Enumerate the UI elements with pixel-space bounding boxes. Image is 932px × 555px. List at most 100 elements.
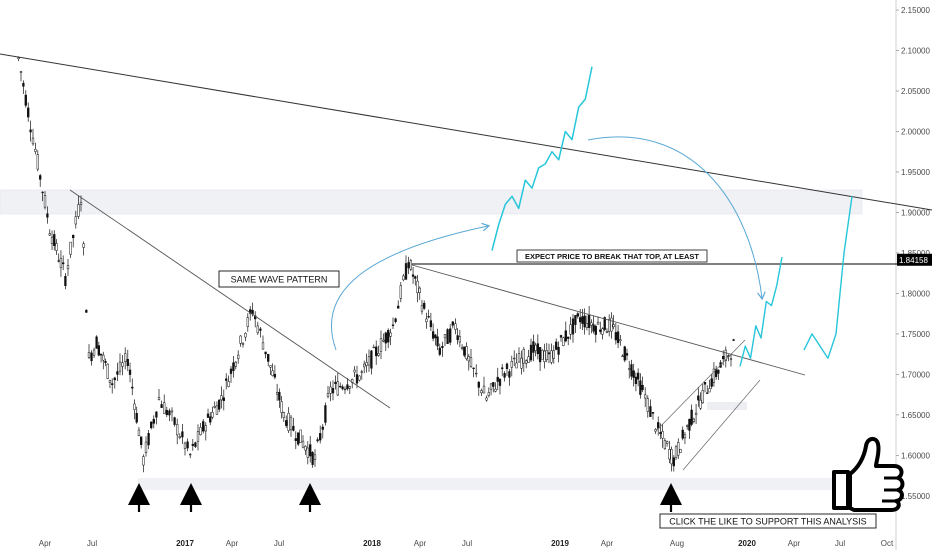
candle-body bbox=[66, 265, 70, 270]
candle-body bbox=[616, 331, 620, 343]
candle-body bbox=[324, 405, 327, 423]
candle-body bbox=[663, 440, 667, 450]
candle-body bbox=[599, 329, 602, 332]
projection-upper-path bbox=[491, 66, 593, 251]
candle-body bbox=[665, 441, 669, 445]
candle-body bbox=[278, 391, 281, 401]
candle-body bbox=[541, 349, 544, 360]
y-tick-label: 1.75000 bbox=[901, 330, 930, 339]
candle-body bbox=[135, 412, 138, 423]
candle-body bbox=[411, 274, 415, 277]
candle-body bbox=[244, 332, 247, 338]
candle-body bbox=[53, 234, 56, 246]
candle-body bbox=[407, 262, 410, 269]
candle-body bbox=[688, 418, 691, 431]
candle-body bbox=[261, 342, 265, 350]
candle-body bbox=[313, 454, 317, 460]
candle-body bbox=[632, 370, 635, 378]
same-wave-label: SAME WAVE PATTERN bbox=[231, 275, 328, 285]
candle-body bbox=[72, 234, 75, 239]
candle-body bbox=[204, 425, 207, 432]
candle-body bbox=[485, 397, 488, 401]
candle-body bbox=[267, 353, 270, 362]
candle-body bbox=[34, 149, 37, 152]
candle-body bbox=[27, 107, 30, 118]
candle-body bbox=[140, 436, 143, 445]
candle-body bbox=[438, 347, 441, 355]
candle-body bbox=[227, 381, 230, 387]
candle-body bbox=[133, 403, 136, 410]
same-wave-curve-arrow bbox=[331, 226, 488, 351]
candle-body bbox=[220, 395, 223, 401]
candle-body bbox=[605, 331, 609, 333]
candle-body bbox=[456, 335, 459, 340]
candle-body bbox=[301, 440, 305, 448]
candle-body bbox=[503, 373, 506, 378]
candle-body bbox=[365, 362, 368, 366]
candle-body bbox=[623, 346, 626, 361]
candle-body bbox=[634, 376, 638, 385]
candle-body bbox=[128, 369, 132, 375]
candle-body bbox=[681, 429, 684, 439]
candle-body bbox=[142, 456, 145, 466]
candle-body bbox=[674, 446, 678, 458]
candle-body bbox=[708, 388, 711, 393]
candle-body bbox=[215, 405, 219, 415]
candle-body bbox=[434, 334, 437, 339]
y-tick-label: 2.00000 bbox=[901, 128, 930, 137]
candle-body bbox=[517, 353, 521, 363]
candles bbox=[17, 56, 735, 473]
candle-body bbox=[289, 416, 293, 431]
candle-body bbox=[24, 94, 27, 106]
candle-body bbox=[446, 329, 449, 344]
candle-body bbox=[321, 426, 324, 430]
candle-body bbox=[480, 390, 483, 394]
candle-body bbox=[17, 57, 20, 60]
candle-body bbox=[87, 352, 91, 358]
candle-body bbox=[508, 371, 511, 378]
candle-body bbox=[436, 336, 439, 347]
candle-body bbox=[157, 397, 161, 400]
x-tick-label: Oct bbox=[881, 539, 894, 548]
candle-body bbox=[651, 412, 655, 414]
candle-body bbox=[316, 439, 319, 442]
candle-body bbox=[608, 319, 611, 332]
candle-body bbox=[677, 442, 680, 456]
candle-body bbox=[50, 236, 54, 244]
candle-body bbox=[487, 392, 490, 396]
x-tick-label: Apr bbox=[414, 539, 427, 548]
y-tick-label: 1.60000 bbox=[901, 451, 930, 460]
candle-body bbox=[590, 322, 593, 326]
candle-body bbox=[579, 317, 582, 323]
candle-body bbox=[441, 346, 444, 348]
candle-body bbox=[234, 361, 237, 367]
candle-body bbox=[46, 213, 49, 218]
candle-body bbox=[501, 367, 504, 369]
candle-body bbox=[163, 402, 166, 414]
candle-body bbox=[372, 346, 375, 349]
candle-body bbox=[178, 436, 181, 439]
candle-body bbox=[358, 375, 361, 381]
small-zone bbox=[707, 402, 747, 410]
y-tick-label: 1.55000 bbox=[901, 492, 930, 501]
candle-body bbox=[389, 332, 392, 337]
candle-body bbox=[367, 356, 371, 366]
candle-body bbox=[387, 330, 390, 343]
candle-body bbox=[183, 442, 187, 449]
candle-body bbox=[196, 431, 200, 442]
candle-body bbox=[515, 362, 518, 369]
candle-body bbox=[659, 432, 662, 435]
candle-body bbox=[309, 444, 312, 457]
candle-body bbox=[329, 386, 332, 394]
y-tick-label: 1.65000 bbox=[901, 411, 930, 420]
x-tick-label: 2020 bbox=[738, 539, 756, 548]
candle-body bbox=[425, 318, 428, 323]
candle-body bbox=[644, 394, 647, 399]
candle-body bbox=[431, 331, 435, 339]
candle-body bbox=[449, 328, 452, 343]
candle-body bbox=[271, 370, 274, 376]
candle-body bbox=[304, 445, 307, 451]
current-price-label: 1.84158 bbox=[899, 256, 928, 265]
candle-body bbox=[299, 429, 302, 443]
